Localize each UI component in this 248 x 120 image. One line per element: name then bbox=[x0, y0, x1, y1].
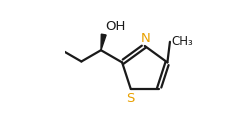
Text: N: N bbox=[141, 32, 150, 45]
Polygon shape bbox=[101, 34, 106, 50]
Text: S: S bbox=[126, 92, 134, 105]
Text: CH₃: CH₃ bbox=[171, 35, 193, 48]
Text: OH: OH bbox=[105, 20, 125, 33]
